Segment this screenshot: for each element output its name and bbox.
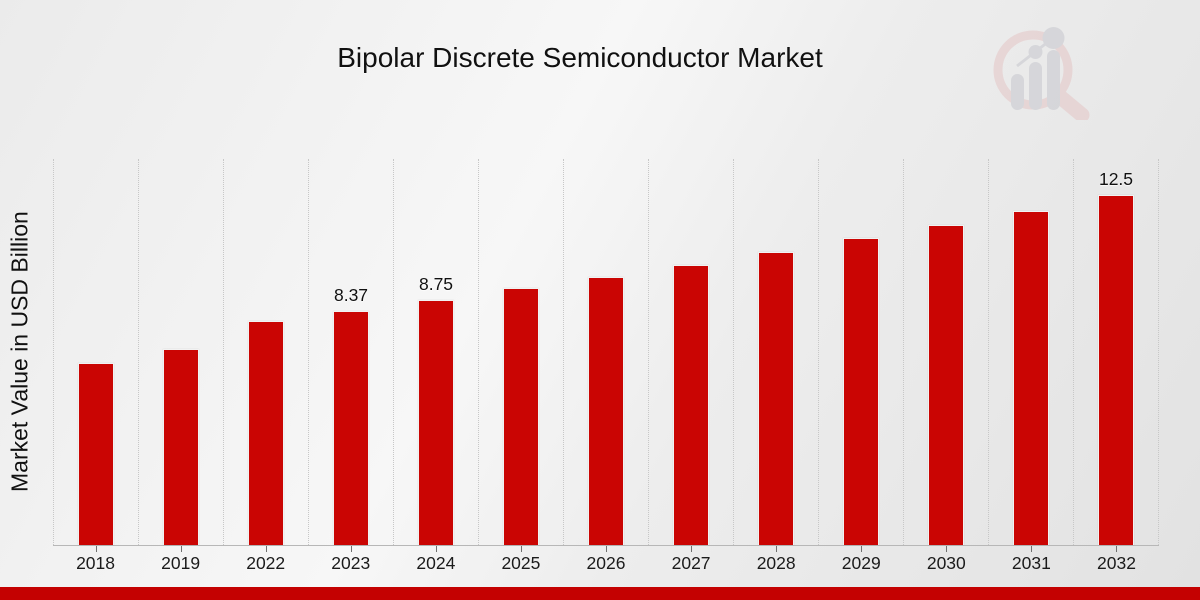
plot-column [818, 159, 903, 552]
x-tick-label: 2030 [926, 553, 966, 573]
x-axis-tick [776, 546, 777, 552]
magnifier-bar-chart-icon [993, 27, 1090, 120]
bar [1013, 210, 1049, 545]
plot-column: 8.75 [393, 159, 478, 552]
x-axis-tick [436, 546, 437, 552]
x-axis-tick [691, 546, 692, 552]
bar [758, 252, 794, 545]
bar [333, 310, 369, 545]
x-axis-tick [606, 546, 607, 552]
bar-value-label: 8.37 [333, 284, 369, 305]
x-tick-label: 2025 [501, 553, 541, 573]
bar-value-label: 12.5 [1098, 169, 1134, 190]
plot-column [478, 159, 563, 552]
bottom-accent-bar [0, 587, 1200, 600]
plot-column [223, 159, 308, 552]
x-tick-label: 2028 [756, 553, 796, 573]
x-axis-tick [861, 546, 862, 552]
x-tick-label: 2031 [1011, 553, 1051, 573]
bar [588, 276, 624, 545]
x-tick-label: 2029 [841, 553, 881, 573]
plot-area: 8.37 8.75 12.5 [53, 159, 1159, 552]
bar [163, 349, 199, 545]
bar [673, 265, 709, 545]
plot-column [648, 159, 733, 552]
plot-column: 8.37 [308, 159, 393, 552]
x-axis-tick [351, 546, 352, 552]
x-tick-label: 2024 [416, 553, 456, 573]
bar [78, 363, 114, 545]
bar [503, 288, 539, 545]
plot-column [53, 159, 138, 552]
x-axis-tick [1031, 546, 1032, 552]
x-tick-label: 2032 [1097, 553, 1136, 573]
x-tick-label: 2018 [76, 553, 115, 573]
bar [843, 238, 879, 545]
bar [928, 224, 964, 545]
plot-column [988, 159, 1073, 552]
plot-column: 12.5 [1073, 159, 1159, 552]
x-axis-labels: 2018 2019 2022 2023 2024 2025 2026 2027 2028 2029… [53, 553, 1159, 574]
x-tick-label: 2023 [331, 553, 371, 573]
plot-column [138, 159, 223, 552]
x-tick-label: 2019 [161, 553, 201, 573]
bar-value-label: 8.75 [418, 274, 454, 295]
x-axis-tick [946, 546, 947, 552]
x-tick-label: 2022 [246, 553, 286, 573]
bar [248, 321, 284, 545]
plot-column [563, 159, 648, 552]
plot-column [903, 159, 988, 552]
x-axis-tick [96, 546, 97, 552]
x-axis-tick [521, 546, 522, 552]
x-tick-label: 2027 [671, 553, 711, 573]
plot-column [733, 159, 818, 552]
x-axis-tick [181, 546, 182, 552]
x-tick-label: 2026 [586, 553, 626, 573]
bar [418, 300, 454, 545]
x-axis-tick [1116, 546, 1117, 552]
bar [1098, 195, 1134, 545]
y-axis-label: Market Value in USD Billion [6, 211, 33, 493]
x-axis-tick [266, 546, 267, 552]
chart-title: Bipolar Discrete Semiconductor Market [337, 42, 823, 73]
